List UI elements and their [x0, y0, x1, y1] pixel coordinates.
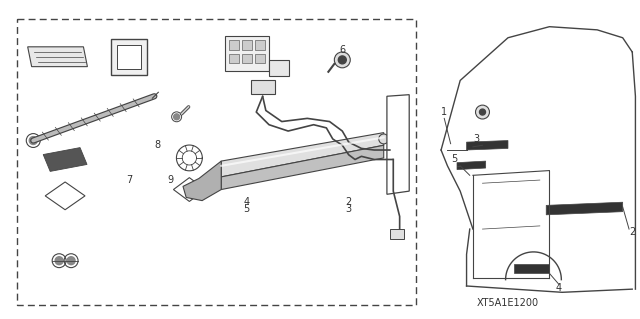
Bar — [225, 36, 269, 71]
Bar — [390, 229, 404, 239]
Polygon shape — [173, 178, 205, 201]
Polygon shape — [546, 202, 623, 215]
Polygon shape — [221, 145, 384, 189]
Polygon shape — [515, 264, 549, 273]
Text: 7: 7 — [125, 175, 132, 185]
Text: 5: 5 — [244, 204, 250, 213]
Circle shape — [334, 52, 350, 68]
Bar — [255, 54, 265, 63]
Circle shape — [67, 257, 75, 265]
Polygon shape — [221, 133, 384, 177]
Text: 4: 4 — [244, 197, 250, 207]
Circle shape — [55, 257, 63, 265]
Bar — [228, 54, 239, 63]
Text: 6: 6 — [339, 45, 346, 56]
Circle shape — [339, 56, 346, 64]
Text: 2: 2 — [346, 197, 352, 207]
Text: 3: 3 — [346, 204, 352, 213]
Polygon shape — [45, 182, 85, 210]
Bar — [269, 60, 289, 76]
Polygon shape — [457, 161, 486, 170]
Bar — [228, 40, 239, 49]
Text: 4: 4 — [556, 283, 562, 293]
Text: 1: 1 — [441, 107, 447, 117]
Polygon shape — [387, 95, 409, 194]
Circle shape — [379, 134, 388, 144]
Bar — [111, 39, 147, 75]
Text: 2: 2 — [629, 227, 636, 237]
Circle shape — [29, 137, 37, 145]
Circle shape — [479, 109, 486, 115]
Bar — [255, 40, 265, 49]
Bar — [17, 19, 415, 305]
Bar — [117, 45, 141, 69]
Polygon shape — [44, 148, 87, 171]
Polygon shape — [28, 47, 88, 67]
Bar — [242, 40, 252, 49]
Circle shape — [173, 114, 180, 120]
Polygon shape — [183, 161, 221, 201]
Polygon shape — [467, 141, 508, 150]
Bar — [251, 80, 275, 94]
Text: 5: 5 — [451, 154, 457, 165]
Bar — [242, 54, 252, 63]
Text: 9: 9 — [167, 175, 173, 185]
Text: 3: 3 — [473, 134, 479, 144]
Text: XT5A1E1200: XT5A1E1200 — [477, 298, 539, 308]
Circle shape — [476, 105, 490, 119]
Text: 8: 8 — [154, 140, 161, 150]
